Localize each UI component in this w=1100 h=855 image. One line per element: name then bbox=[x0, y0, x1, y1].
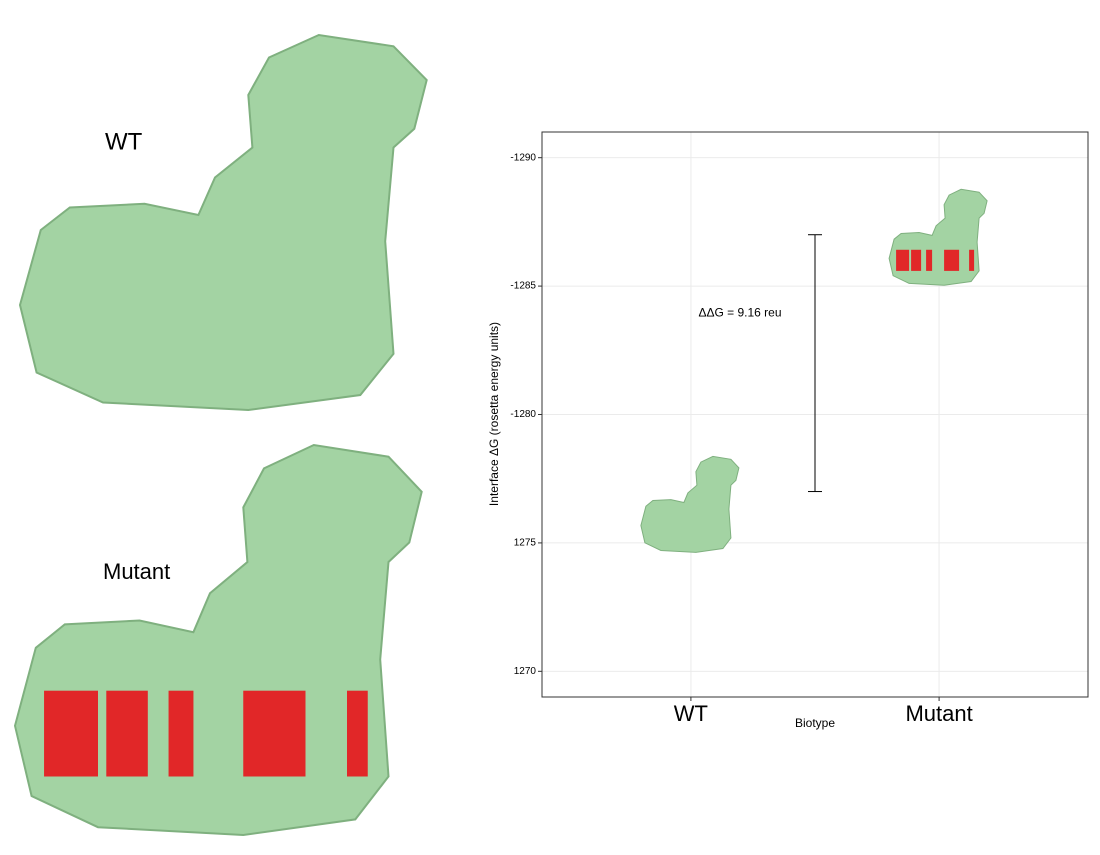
structure-image bbox=[18, 33, 428, 412]
x-axis-title: Biotype bbox=[795, 716, 835, 730]
mutation-region bbox=[347, 690, 368, 777]
x-tick-label: Mutant bbox=[905, 701, 972, 726]
mutation-region bbox=[911, 249, 922, 271]
mutation-region bbox=[896, 249, 910, 271]
mutation-region bbox=[926, 249, 933, 271]
mutation-region bbox=[969, 249, 975, 271]
y-tick-label: 1270 bbox=[514, 666, 537, 677]
x-tick-label: WT bbox=[674, 701, 708, 726]
y-axis-title: Interface ΔG (rosetta energy units) bbox=[487, 322, 501, 506]
y-tick-label: -1285 bbox=[510, 281, 536, 292]
panel-label: Mutant bbox=[103, 559, 170, 584]
point-marker bbox=[888, 188, 988, 286]
y-tick-label: -1290 bbox=[510, 152, 536, 163]
mutation-region bbox=[944, 249, 960, 271]
mutation-region bbox=[44, 690, 98, 777]
y-tick-label: -1280 bbox=[510, 409, 536, 420]
mutation-region bbox=[243, 690, 306, 777]
panel-label: WT bbox=[105, 128, 143, 155]
mutation-region bbox=[106, 690, 148, 777]
mutation-region bbox=[168, 690, 194, 777]
annotation: ΔΔG = 9.16 reu bbox=[698, 305, 781, 319]
y-tick-label: 1275 bbox=[514, 538, 537, 549]
point-marker bbox=[640, 455, 740, 553]
structure-marker bbox=[640, 455, 740, 553]
